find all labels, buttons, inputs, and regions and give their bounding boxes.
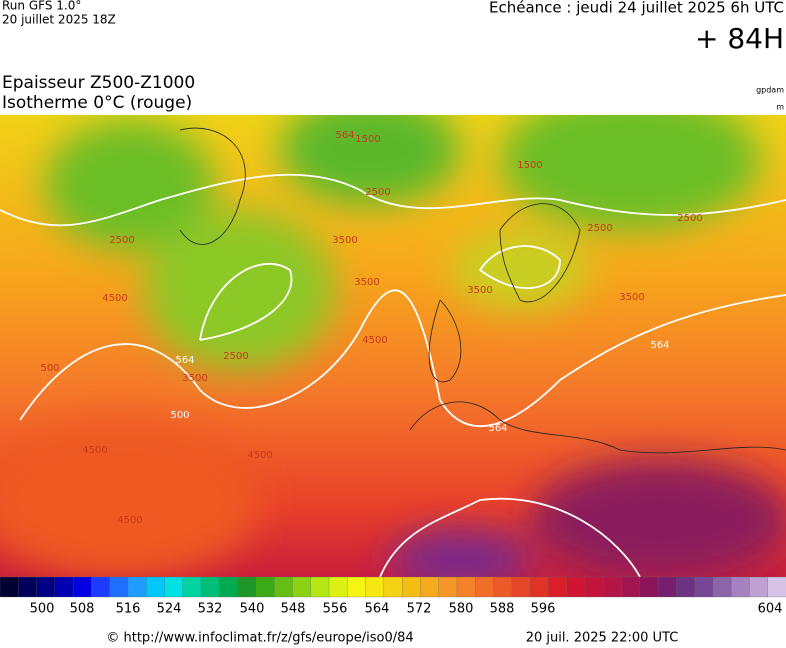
colorbar-swatch — [548, 576, 568, 598]
colorbar-swatch — [456, 576, 476, 598]
colorbar-swatch — [420, 576, 440, 598]
colorbar-label: 516 — [116, 602, 141, 617]
colorbar-swatch — [767, 576, 786, 598]
colorbar-swatch — [529, 576, 550, 598]
colorbar-label: 596 — [531, 602, 556, 617]
run-label: Run GFS 1.0° — [2, 0, 81, 13]
colorbar-swatch — [274, 576, 294, 598]
colorbar-swatch — [511, 576, 531, 598]
footer-url: © http://www.infoclimat.fr/z/gfs/europe/… — [106, 631, 413, 646]
contour-label: 3500 — [332, 235, 357, 246]
colorbar-label: 524 — [157, 602, 182, 617]
colorbar-swatch — [731, 576, 751, 598]
colorbar-label: 572 — [407, 602, 432, 617]
contour-label: 4500 — [247, 450, 272, 461]
colorbar-swatch — [36, 576, 56, 598]
contour-label: 2500 — [109, 235, 134, 246]
colorbar-swatch — [657, 576, 677, 598]
colorbar-swatch — [493, 576, 513, 598]
run-date: 20 juillet 2025 18Z — [2, 13, 116, 27]
colorbar-swatch — [621, 576, 641, 598]
colorbar-swatch — [347, 576, 367, 598]
contour-label: 564 — [488, 423, 507, 434]
colorbar-label: 548 — [281, 602, 306, 617]
contour-label: 2500 — [365, 187, 390, 198]
contour-label: 4500 — [117, 515, 142, 526]
colorbar-swatch — [310, 576, 330, 598]
colorbar-swatch — [694, 576, 714, 598]
footer-time: 20 juil. 2025 22:00 UTC — [526, 631, 679, 646]
contour-label: 4500 — [102, 293, 127, 304]
colorbar-swatch — [712, 576, 732, 598]
colorbar-swatch — [146, 576, 166, 598]
colorbar-swatch — [365, 576, 385, 598]
colorbar-swatch — [603, 576, 623, 598]
colorbar-label: 508 — [70, 602, 95, 617]
contour-label: 2500 — [677, 213, 702, 224]
colorbar-swatch — [219, 576, 239, 598]
colorbar-swatch — [328, 576, 348, 598]
colorbar-label: 500 — [30, 602, 55, 617]
colorbar-swatch — [91, 576, 111, 598]
contour-label: 564 — [175, 355, 194, 366]
contour-label: 2500 — [223, 351, 248, 362]
contour-label: 500 — [40, 363, 59, 374]
colorbar-swatch — [109, 576, 129, 598]
colorbar-label: 540 — [240, 602, 265, 617]
colorbar-swatch — [438, 576, 458, 598]
colorbar-swatch — [72, 576, 93, 598]
title-2: Isotherme 0°C (rouge) — [2, 93, 192, 113]
unit-2: m — [776, 103, 784, 112]
coastlines — [179, 127, 786, 454]
colorbar-swatch — [676, 576, 696, 598]
contour-label: 2500 — [587, 223, 612, 234]
contour-label: 4500 — [82, 445, 107, 456]
echeance: Echéance : jeudi 24 juillet 2025 6h UTC — [489, 0, 784, 17]
colorbar-swatch — [639, 576, 659, 598]
colorbar-swatch — [292, 576, 312, 598]
colorbar-label: 564 — [365, 602, 390, 617]
colorbar-swatch — [200, 576, 220, 598]
thickness-contours — [0, 173, 786, 577]
contour-label: 3500 — [619, 292, 644, 303]
title-1: Epaisseur Z500-Z1000 — [2, 73, 195, 93]
colorbar-swatch — [0, 576, 19, 598]
colorbar-swatch — [383, 576, 403, 598]
colorbar-swatch — [566, 576, 586, 598]
colorbar-swatch — [182, 576, 202, 598]
colorbar-swatch — [475, 576, 495, 598]
contour-label: 1500 — [517, 160, 542, 171]
contour-label: 1500 — [355, 134, 380, 145]
colorbar-label: 588 — [490, 602, 515, 617]
contour-label: 4500 — [362, 335, 387, 346]
colorbar-swatch — [749, 576, 769, 598]
contour-label: 500 — [170, 410, 189, 421]
colorbar-swatch — [18, 576, 38, 598]
colorbar-label: 556 — [323, 602, 348, 617]
contour-label: 3500 — [467, 285, 492, 296]
unit-1: gpdam — [756, 86, 784, 95]
colorbar-swatch — [127, 576, 147, 598]
colorbar-swatch — [237, 576, 257, 598]
colorbar-swatch — [164, 576, 184, 598]
lead-time: + 84H — [695, 22, 784, 55]
contour-label: 3500 — [354, 277, 379, 288]
colorbar-swatch — [584, 576, 604, 598]
colorbar-label: 604 — [758, 602, 783, 617]
colorbar-swatch — [401, 576, 422, 598]
contour-label: 564 — [335, 130, 354, 141]
contour-label: 3500 — [182, 373, 207, 384]
colorbar-label: 532 — [198, 602, 223, 617]
colorbar: 500 508 516 524 532 540 548 556 564 572 580 588 596 6… — [0, 576, 786, 617]
contour-label: 564 — [650, 340, 669, 351]
colorbar-swatch — [54, 576, 74, 598]
map — [0, 115, 786, 577]
colorbar-swatch — [255, 576, 275, 598]
colorbar-label: 580 — [449, 602, 474, 617]
